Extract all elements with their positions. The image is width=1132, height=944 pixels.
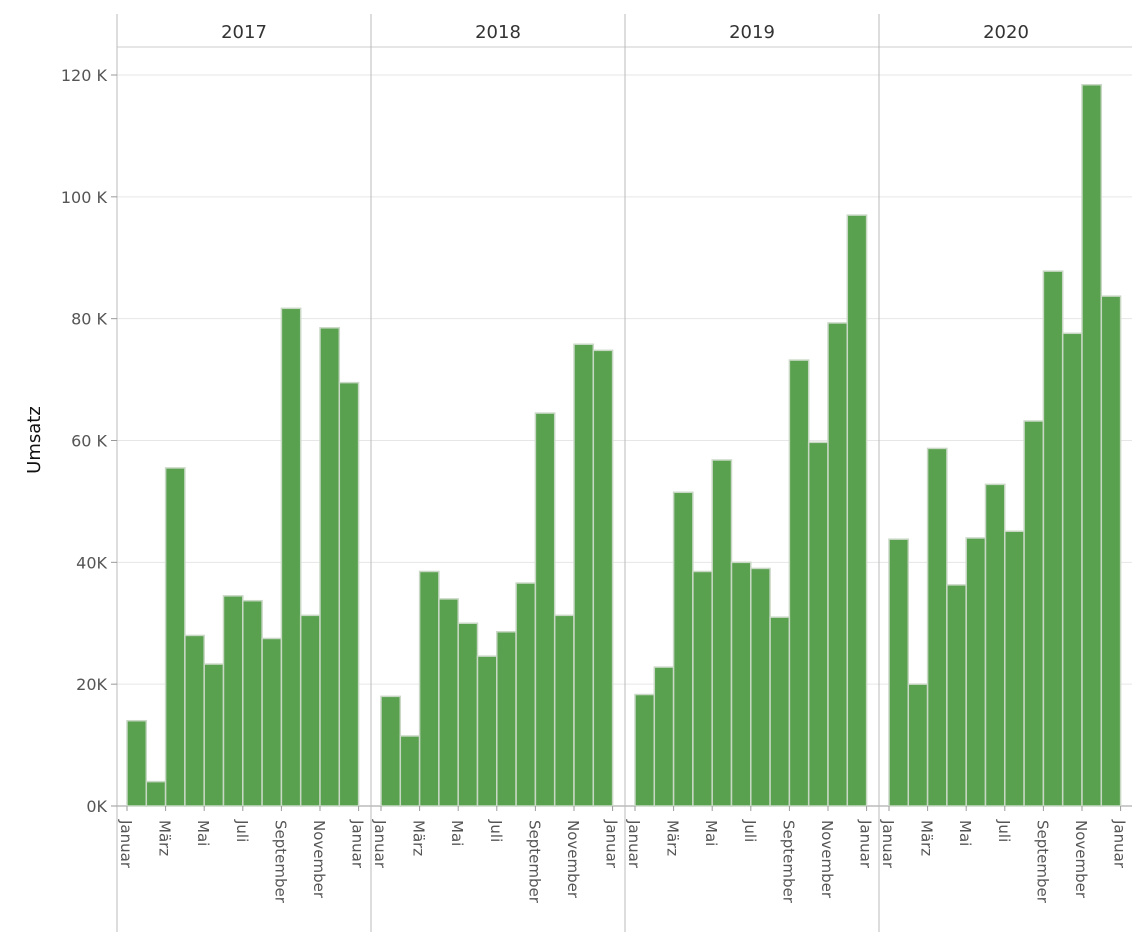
bar-2019-m8 — [769, 616, 791, 807]
bar-2018-m5 — [457, 622, 479, 807]
x-tick-label: März — [410, 820, 428, 856]
bar-2020-m7 — [1004, 530, 1025, 807]
bar-2020-m4 — [946, 584, 967, 807]
bar-2017-m7 — [242, 599, 263, 807]
bar-2017-m4 — [184, 634, 205, 807]
x-tick-label: Mai — [702, 820, 720, 846]
bar-2020-m9 — [1042, 270, 1064, 807]
bar-2017-m6 — [222, 595, 244, 807]
x-tick-label: Januar — [349, 819, 367, 869]
panel-frames — [116, 14, 1132, 932]
x-tick-label: September — [779, 820, 797, 904]
bars — [126, 83, 1122, 807]
bar-2019-m11 — [827, 322, 849, 807]
y-tick-label: 120 K — [61, 66, 108, 85]
x-tick-label: Januar — [879, 819, 897, 869]
bar-2017-m9 — [280, 307, 302, 807]
x-tick-label: Januar — [625, 819, 643, 869]
bar-2020-m11 — [1081, 83, 1103, 807]
x-tick-label: November — [310, 820, 328, 899]
x-tick-label: November — [1072, 820, 1090, 899]
x-tick-label: Mai — [956, 820, 974, 846]
bar-2017-m10 — [299, 614, 321, 807]
bar-2018-m11 — [573, 343, 595, 807]
bar-2019-m4 — [692, 570, 713, 807]
x-tick-label: März — [156, 820, 174, 856]
bar-2020-m3 — [926, 447, 948, 807]
x-tick-label: November — [564, 820, 582, 899]
x-tick-label: September — [271, 820, 289, 904]
bar-2017-m3 — [164, 467, 186, 807]
x-tick-label: Mai — [194, 820, 212, 846]
bar-2017-m5 — [203, 663, 225, 807]
bar-2017-m8 — [261, 637, 283, 807]
bar-2018-m8 — [515, 582, 537, 807]
x-tick-label: November — [818, 820, 836, 899]
y-tick-label: 40K — [76, 553, 107, 572]
bar-2019-m1 — [634, 693, 656, 807]
x-tick-label: März — [918, 820, 936, 856]
bar-2017-m11 — [319, 327, 341, 807]
y-tick-label: 20K — [76, 675, 107, 694]
y-axis: 0K 20K 40K 60 K 80 K 100 K 120 K — [61, 66, 117, 816]
y-tick-label: 100 K — [61, 188, 108, 207]
x-axis: Januar März Mai Juli September November Januar… — [117, 806, 1129, 904]
year-header-2017: 2017 — [221, 22, 267, 43]
bar-2018-m3 — [418, 570, 440, 807]
year-header-2020: 2020 — [983, 22, 1029, 43]
y-tick-label: 0K — [86, 797, 107, 816]
bar-2019-m12 — [846, 214, 868, 807]
bar-2019-m6 — [730, 561, 752, 807]
bar-2020-m5 — [965, 537, 987, 807]
y-tick-label: 60 K — [71, 432, 107, 451]
bar-2018-m4 — [438, 598, 459, 807]
year-header-2018: 2018 — [475, 22, 521, 43]
x-tick-label: Januar — [603, 819, 621, 869]
x-tick-label: März — [664, 820, 682, 856]
year-headers: 2017 2018 2019 2020 — [221, 22, 1029, 43]
bar-2018-m6 — [476, 655, 498, 807]
x-tick-label: Mai — [448, 820, 466, 846]
x-tick-label: Januar — [371, 819, 389, 869]
bar-2020-m10 — [1061, 332, 1083, 807]
bar-2020-m1 — [888, 538, 910, 807]
y-axis-title: Umsatz — [24, 406, 45, 474]
bar-2019-m7 — [750, 567, 771, 807]
y-tick-label: 80 K — [71, 310, 107, 329]
x-tick-label: Januar — [1111, 819, 1129, 869]
bar-2020-m2 — [907, 683, 929, 807]
bar-2019-m2 — [653, 666, 675, 807]
x-tick-label: Juli — [487, 819, 505, 842]
bar-2020-m12 — [1100, 295, 1122, 807]
x-tick-label: September — [1033, 820, 1051, 904]
x-tick-label: Januar — [117, 819, 135, 869]
bar-2018-m10 — [553, 614, 575, 807]
bar-2018-m9 — [534, 412, 556, 807]
bar-2018-m1 — [380, 695, 402, 807]
x-tick-label: Juli — [741, 819, 759, 842]
bar-2019-m10 — [807, 441, 829, 807]
bar-2020-m8 — [1023, 420, 1045, 807]
bar-2020-m6 — [984, 483, 1006, 807]
bar-2019-m5 — [711, 459, 733, 807]
bar-2018-m7 — [496, 631, 517, 807]
x-tick-label: September — [525, 820, 543, 904]
x-tick-label: Januar — [857, 819, 875, 869]
x-tick-label: Juli — [995, 819, 1013, 842]
bar-2018-m12 — [592, 349, 614, 807]
bar-2017-m12 — [338, 381, 360, 807]
bar-2019-m3 — [672, 491, 694, 807]
bar-2017-m2 — [145, 780, 167, 807]
bar-2017-m1 — [126, 719, 148, 807]
x-tick-label: Juli — [233, 819, 251, 842]
bar-2019-m9 — [788, 359, 810, 807]
bar-2018-m2 — [399, 735, 421, 807]
year-header-2019: 2019 — [729, 22, 775, 43]
